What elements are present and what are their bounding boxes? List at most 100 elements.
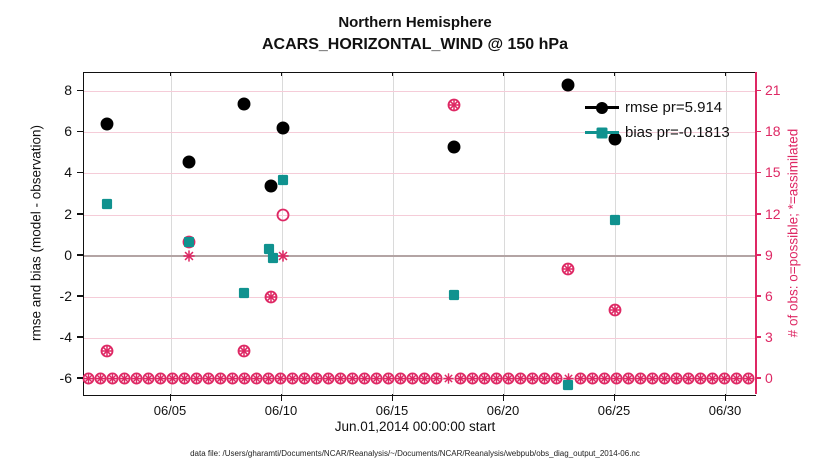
legend-row-rmse: rmse pr=5.914 <box>585 95 730 120</box>
y-tick-label-left: -2 <box>59 287 72 304</box>
chart-subtitle: ACARS_HORIZONTAL_WIND @ 150 hPa <box>261 36 568 53</box>
data-file-caption: data file: /Users/gharamti/Documents/NCA… <box>190 449 640 458</box>
zero-row-obs-marker <box>694 372 707 385</box>
assimilated-obs-point <box>561 262 575 276</box>
y-tick-left <box>77 171 83 174</box>
gridline-vertical <box>504 73 506 395</box>
zero-row-obs-marker <box>334 372 347 385</box>
y-tick-label-left: 8 <box>64 82 72 99</box>
zero-row-obs-marker <box>394 372 407 385</box>
y-tick-left <box>77 130 83 133</box>
gridline-horizontal <box>84 337 756 339</box>
zero-row-obs-marker <box>190 372 203 385</box>
zero-row-obs-marker <box>658 372 671 385</box>
zero-row-obs-marker <box>502 372 515 385</box>
x-tick-top <box>724 72 727 76</box>
zero-row-obs-marker <box>430 372 443 385</box>
y-tick-label-right: 18 <box>765 123 781 140</box>
zero-row-obs-marker <box>178 372 191 385</box>
rmse-point <box>561 78 575 92</box>
zero-row-obs-marker <box>322 372 335 385</box>
zero-row-obs-marker <box>526 372 539 385</box>
zero-reference-line <box>84 254 756 257</box>
x-tick-label: 06/05 <box>153 403 187 418</box>
y-tick-left <box>77 213 83 215</box>
zero-row-obs-marker <box>478 372 491 385</box>
zero-row-obs-marker <box>718 372 731 385</box>
zero-row-obs-marker <box>418 372 431 385</box>
rmse-point <box>608 132 622 146</box>
zero-row-obs-marker <box>742 372 755 385</box>
x-tick-top <box>280 72 283 76</box>
legend: rmse pr=5.914 bias pr=-0.1813 <box>585 95 730 145</box>
assimilated-obs-point <box>182 249 196 263</box>
y-tick-left <box>77 295 83 297</box>
bias-point <box>448 289 460 301</box>
x-tick-label: 06/30 <box>708 403 742 418</box>
assimilated-obs-point <box>608 303 622 317</box>
zero-row-obs-marker <box>490 372 503 385</box>
plot-area <box>82 72 756 396</box>
zero-row-obs-marker <box>274 372 287 385</box>
y-tick-left <box>77 89 83 92</box>
assimilated-obs-point <box>447 98 461 112</box>
bias-point <box>238 287 250 299</box>
x-tick-bottom <box>724 394 727 401</box>
zero-row-obs-marker <box>550 372 563 385</box>
bias-point <box>101 198 113 210</box>
gridline-vertical <box>393 73 395 395</box>
y-tick-right <box>755 89 761 92</box>
y-tick-right <box>755 336 761 338</box>
zero-row-obs-marker <box>106 372 119 385</box>
zero-row-obs-marker <box>574 372 587 385</box>
x-tick-bottom <box>613 394 616 401</box>
zero-row-asterisk <box>442 372 455 385</box>
zero-row-obs-marker <box>406 372 419 385</box>
rmse-point <box>276 121 290 135</box>
bias-point <box>277 174 289 186</box>
zero-row-obs-marker <box>286 372 299 385</box>
zero-row-obs-marker <box>682 372 695 385</box>
x-tick-bottom <box>391 394 394 401</box>
assimilated-obs-point <box>276 249 290 263</box>
assimilated-obs-point <box>100 344 114 358</box>
zero-row-obs-marker <box>202 372 215 385</box>
zero-row-obs-marker <box>370 372 383 385</box>
zero-row-obs-marker <box>730 372 743 385</box>
rmse-point <box>237 97 251 111</box>
zero-row-obs-marker <box>646 372 659 385</box>
legend-line-bias <box>585 127 619 138</box>
legend-label-bias: bias pr=-0.1813 <box>625 124 730 141</box>
gridline-vertical <box>171 73 173 395</box>
zero-row-obs-marker <box>262 372 275 385</box>
y-tick-left <box>77 254 83 256</box>
y-tick-right <box>755 295 761 297</box>
x-tick-top <box>613 72 616 76</box>
y-tick-right <box>755 213 761 215</box>
zero-row-obs-marker <box>118 372 131 385</box>
y-tick-right <box>755 254 761 256</box>
rmse-marker-icon <box>596 101 609 114</box>
y-tick-label-left: -6 <box>59 369 72 386</box>
legend-line-rmse <box>585 101 619 114</box>
gridline-vertical <box>726 73 728 395</box>
bias-marker-icon <box>596 126 609 139</box>
zero-row-obs-marker <box>586 372 599 385</box>
y-tick-label-right: 6 <box>765 287 773 304</box>
gridline-horizontal <box>84 132 756 134</box>
y-tick-label-left: 2 <box>64 205 72 222</box>
y-tick-left <box>77 377 83 379</box>
zero-row-obs-marker <box>610 372 623 385</box>
bias-point <box>267 252 279 264</box>
y-tick-label-left: 6 <box>64 123 72 140</box>
x-tick-bottom <box>280 394 283 401</box>
zero-row-obs-marker <box>346 372 359 385</box>
gridline-horizontal <box>84 91 756 93</box>
x-tick-top <box>391 72 394 76</box>
zero-row-obs-marker <box>670 372 683 385</box>
rmse-point <box>100 117 114 131</box>
legend-row-bias: bias pr=-0.1813 <box>585 120 730 145</box>
zero-row-obs-marker <box>358 372 371 385</box>
y-tick-label-right: 12 <box>765 205 781 222</box>
zero-row-obs-marker <box>538 372 551 385</box>
